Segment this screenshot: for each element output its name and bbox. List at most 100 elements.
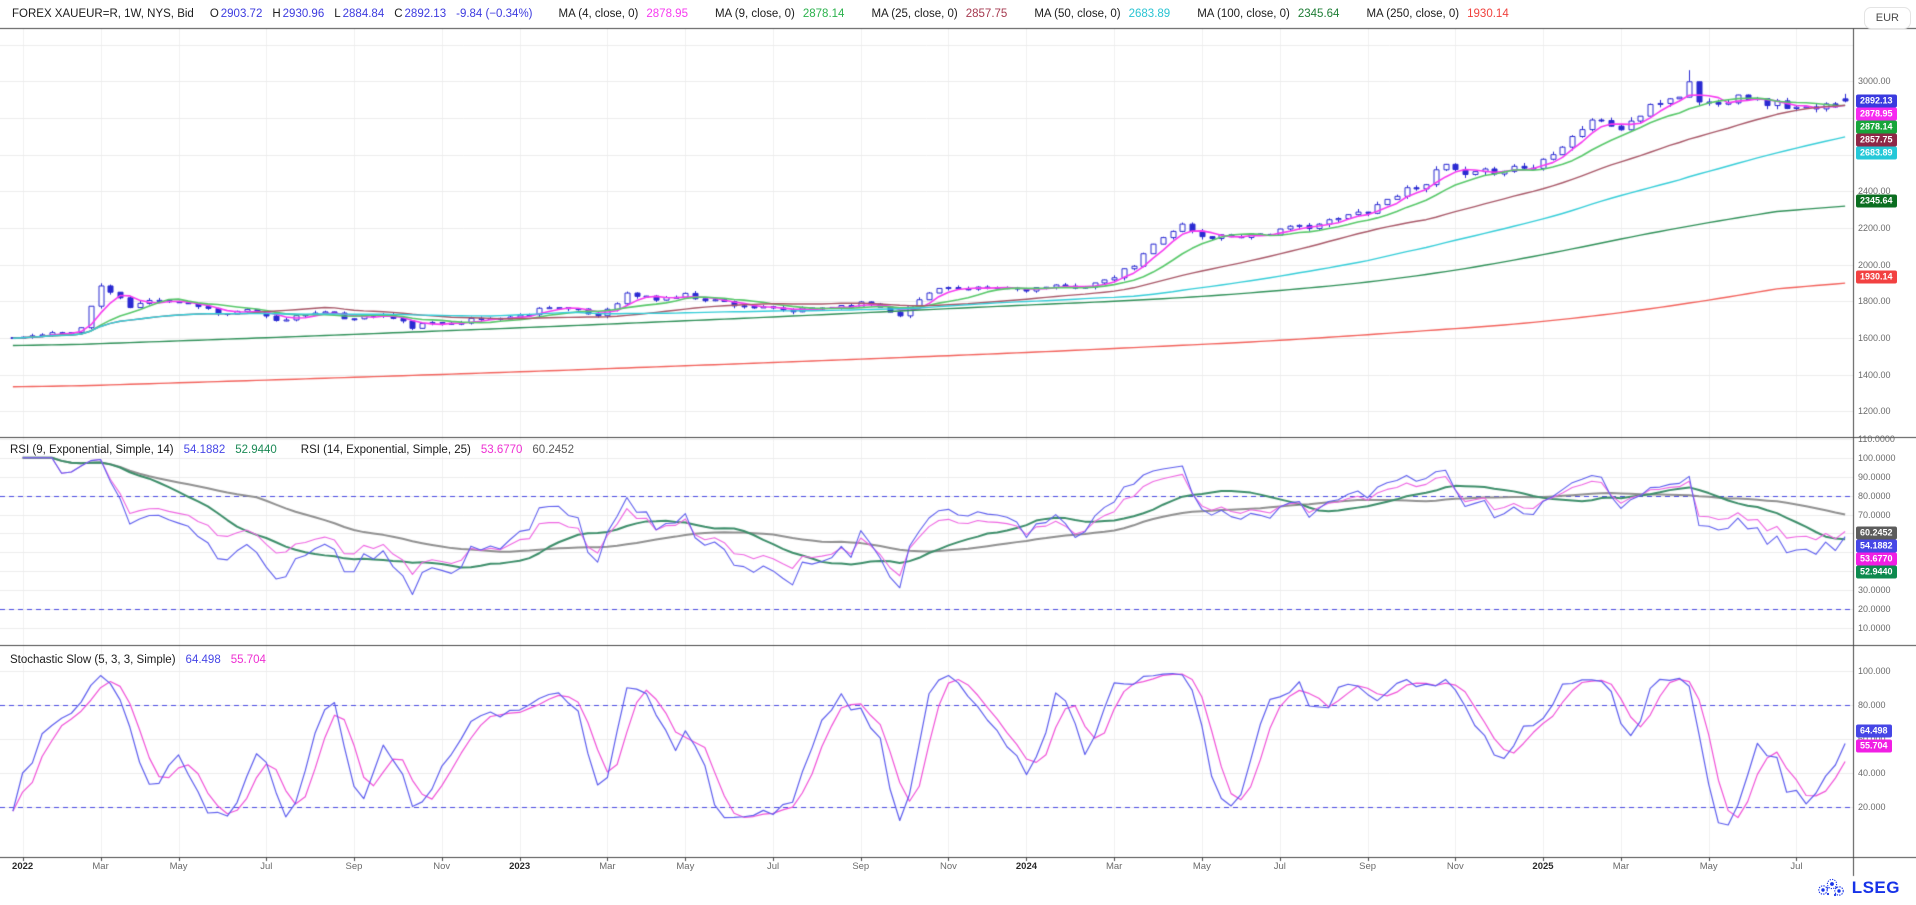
time-axis-label: Sep xyxy=(345,861,363,872)
ma-legend-item[interactable]: MA (50, close, 0) 2683.89 xyxy=(1034,8,1170,20)
open-label: O xyxy=(209,7,219,20)
low-label: L xyxy=(334,7,341,20)
rsi-tick-label: 20.0000 xyxy=(1858,604,1891,615)
ma-legend-item[interactable]: MA (4, close, 0) 2878.95 xyxy=(559,8,688,20)
stochastic-tick-label: 20.000 xyxy=(1858,802,1886,813)
rsi-tick-label: 30.0000 xyxy=(1858,585,1891,596)
rsi1-smooth-value: 52.9440 xyxy=(235,444,277,456)
time-axis-label: Mar xyxy=(1612,861,1630,872)
rsi-badge: 53.6770 xyxy=(1856,552,1897,566)
price-tick-label: 2400.00 xyxy=(1858,186,1891,197)
lseg-logo: LSEG xyxy=(1816,876,1900,900)
stochastic-tick-label: 80.000 xyxy=(1858,699,1886,710)
rsi-badge: 54.1882 xyxy=(1856,539,1897,553)
rsi-legend[interactable]: RSI (9, Exponential, Simple, 14) 54.1882… xyxy=(10,444,574,456)
ma-legend-item[interactable]: MA (250, close, 0) 1930.14 xyxy=(1366,8,1508,20)
ma-legend-label: MA (250, close, 0) xyxy=(1366,7,1460,20)
time-axis-label: Nov xyxy=(1446,861,1464,872)
time-axis-label: Jul xyxy=(260,861,273,872)
ma-legend-item[interactable]: MA (100, close, 0) 2345.64 xyxy=(1197,8,1339,20)
price-badge: 2683.89 xyxy=(1856,146,1897,160)
close-label: C xyxy=(394,7,403,20)
low-value: 2884.84 xyxy=(342,7,385,20)
price-tick-label: 2200.00 xyxy=(1858,222,1891,233)
price-tick-label: 1200.00 xyxy=(1858,406,1891,417)
instrument-title[interactable]: FOREX XAUEUR=R, 1W, NYS, Bid xyxy=(12,7,194,20)
time-axis-label: Nov xyxy=(433,861,451,872)
high-label: H xyxy=(272,7,281,20)
time-axis-label: Sep xyxy=(1359,861,1377,872)
rsi1-value: 54.1882 xyxy=(183,444,226,456)
stochastic-k-value: 64.498 xyxy=(185,654,221,666)
rsi-tick-label: 80.0000 xyxy=(1858,490,1891,501)
rsi1-label: RSI (9, Exponential, Simple, 14) xyxy=(10,444,174,456)
rsi-tick-label: 10.0000 xyxy=(1858,622,1891,633)
time-axis-label: May xyxy=(676,861,695,872)
time-axis-label: Jul xyxy=(766,861,780,872)
rsi2-value: 53.6770 xyxy=(480,444,523,456)
rsi-tick-label: 70.0000 xyxy=(1858,509,1891,520)
time-axis-label: 2023 xyxy=(509,861,531,872)
price-badge: 2345.64 xyxy=(1856,194,1897,208)
price-tick-label: 2000.00 xyxy=(1858,259,1891,270)
open-readout: O 2903.72 xyxy=(210,8,263,20)
ma-legend-group: MA (4, close, 0) 2878.95 MA (9, close, 0) 2… xyxy=(559,8,1536,20)
rsi-tick-label: 110.0000 xyxy=(1858,433,1895,444)
price-badge: 1930.14 xyxy=(1856,270,1897,284)
time-axis-label: 2024 xyxy=(1015,861,1038,872)
ma-legend-label: MA (9, close, 0) xyxy=(714,7,795,20)
ma-legend-label: MA (4, close, 0) xyxy=(558,7,639,20)
time-axis-label: Jul xyxy=(1790,861,1803,872)
ma-legend-value: 2345.64 xyxy=(1297,7,1340,20)
price-badge: 2878.95 xyxy=(1856,107,1897,121)
time-axis-label: 2022 xyxy=(12,861,34,872)
stochastic-legend[interactable]: Stochastic Slow (5, 3, 3, Simple) 64.498… xyxy=(10,654,266,666)
time-axis-label: Mar xyxy=(92,861,109,872)
low-readout: L 2884.84 xyxy=(334,8,384,20)
lseg-wordmark: LSEG xyxy=(1851,878,1900,897)
rsi2-smooth-value: 60.2452 xyxy=(532,444,574,456)
stochastic-tick-label: 100.000 xyxy=(1858,665,1891,676)
ma-legend-label: MA (25, close, 0) xyxy=(871,7,958,20)
stochastic-badge: 55.704 xyxy=(1856,739,1892,753)
net-change: -9.84 (−0.34%) xyxy=(456,7,533,20)
time-axis-label: Mar xyxy=(599,861,616,872)
open-value: 2903.72 xyxy=(220,7,263,20)
time-axis-label: May xyxy=(1699,861,1718,872)
stochastic-d-value: 55.704 xyxy=(230,654,266,666)
time-axis-label: May xyxy=(169,861,188,872)
lseg-crest-icon xyxy=(1817,878,1844,897)
stochastic-label: Stochastic Slow (5, 3, 3, Simple) xyxy=(10,654,176,666)
time-axis-label: Nov xyxy=(940,861,957,872)
time-axis-label: Sep xyxy=(852,861,870,872)
currency-selector[interactable]: EUR xyxy=(1863,7,1911,29)
high-readout: H 2930.96 xyxy=(272,8,324,20)
rsi2-label: RSI (14, Exponential, Simple, 25) xyxy=(300,444,471,456)
price-tick-label: 3000.00 xyxy=(1858,76,1891,87)
rsi-tick-label: 90.0000 xyxy=(1858,471,1891,482)
ma-legend-value: 2878.14 xyxy=(802,7,845,20)
high-value: 2930.96 xyxy=(282,7,325,20)
price-badge: 2892.13 xyxy=(1856,94,1897,108)
price-badge: 2878.14 xyxy=(1856,120,1897,134)
price-badge: 2857.75 xyxy=(1856,133,1897,147)
stochastic-badge: 64.498 xyxy=(1856,724,1892,738)
price-tick-label: 1800.00 xyxy=(1858,296,1891,307)
ma-legend-item[interactable]: MA (25, close, 0) 2857.75 xyxy=(871,8,1007,20)
time-axis-label: May xyxy=(1192,861,1211,872)
close-value: 2892.13 xyxy=(404,7,447,20)
time-axis-label: 2025 xyxy=(1532,861,1554,872)
ma-legend-value: 2683.89 xyxy=(1128,7,1171,20)
ma-legend-label: MA (50, close, 0) xyxy=(1034,7,1121,20)
time-axis-label: Jul xyxy=(1273,861,1286,872)
ma-legend-label: MA (100, close, 0) xyxy=(1197,7,1290,20)
time-axis-label: Mar xyxy=(1105,861,1123,872)
rsi-tick-label: 100.0000 xyxy=(1858,452,1896,463)
ma-legend-item[interactable]: MA (9, close, 0) 2878.14 xyxy=(715,8,844,20)
close-readout: C 2892.13 xyxy=(394,8,446,20)
rsi-badge: 60.2452 xyxy=(1856,526,1897,540)
rsi-badge: 52.9440 xyxy=(1856,565,1897,579)
